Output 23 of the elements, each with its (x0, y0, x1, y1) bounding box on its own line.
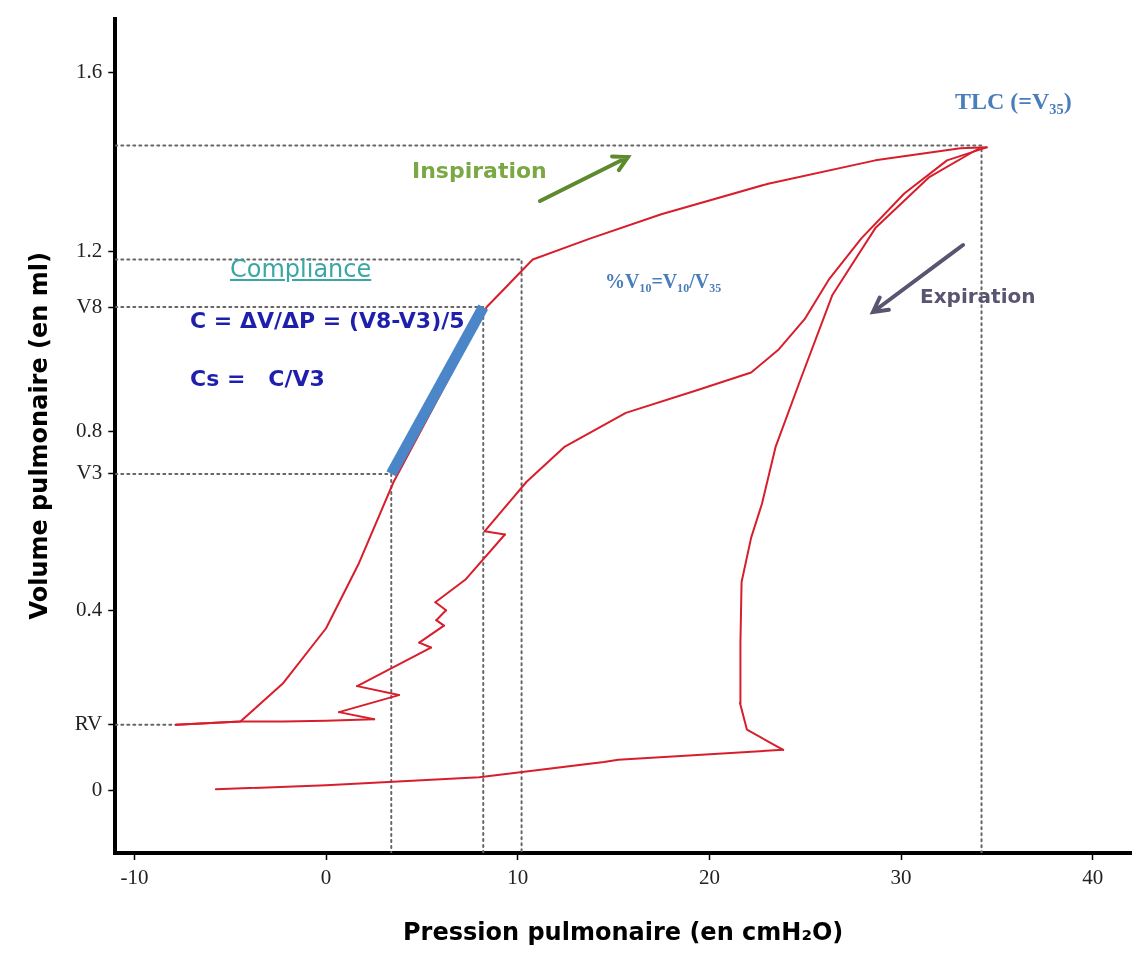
x-tick-label: 30 (890, 865, 912, 890)
annotation: C = ΔV/ΔP = (V8-V3)/5 (190, 308, 465, 333)
annotation: Expiration (920, 284, 1036, 308)
x-tick-label: 20 (698, 865, 720, 890)
y-tick-label: 0 (91, 776, 103, 801)
annotation: Cs = C/V3 (190, 366, 325, 391)
y-tick-label: 0.4 (76, 597, 103, 622)
x-axis-title: Pression pulmonaire (en cmH₂O) (403, 917, 844, 946)
annotation: Compliance (230, 255, 372, 283)
annotation: Inspiration (412, 158, 547, 183)
x-tick-label: -10 (120, 865, 149, 890)
y-tick-label: V8 (76, 293, 103, 318)
y-tick-label: V3 (76, 460, 103, 485)
x-tick-label: 0 (320, 865, 332, 890)
y-axis-title: Volume pulmonaire (en ml) (24, 252, 53, 620)
annotation: TLC (=V₃₅) (955, 88, 1072, 115)
y-tick-label: RV (74, 711, 103, 736)
y-tick-label: 1.2 (76, 238, 103, 263)
y-tick-label: 1.6 (76, 58, 103, 83)
annotation: %V₁₀=V₁₀/V₃₅ (605, 270, 722, 293)
y-tick-label: 0.8 (76, 417, 103, 442)
x-tick-label: 40 (1082, 865, 1104, 890)
x-tick-label: 10 (507, 865, 529, 890)
